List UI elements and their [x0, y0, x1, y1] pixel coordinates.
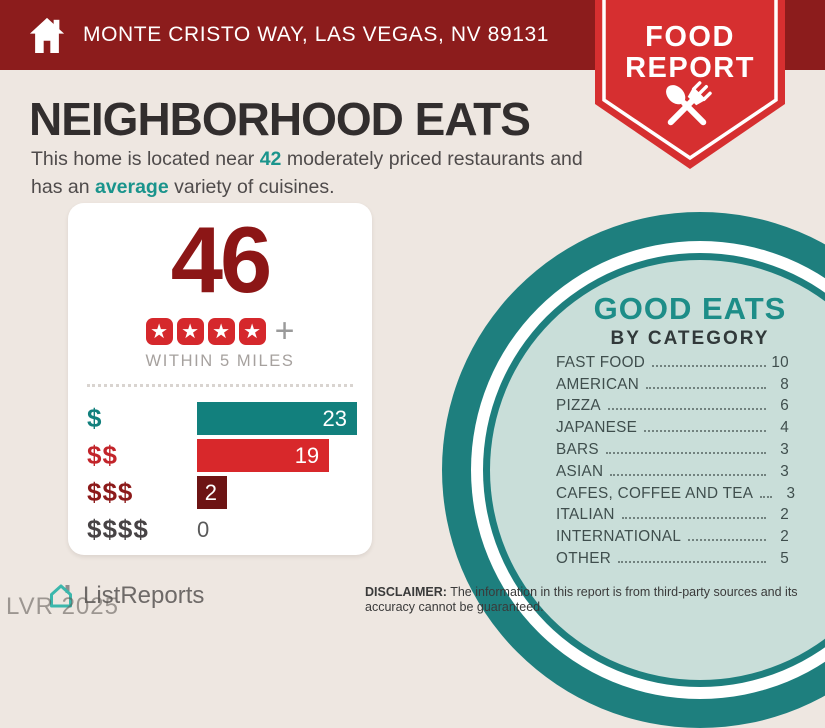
dotted-leader — [607, 408, 766, 411]
category-count: 6 — [780, 397, 789, 415]
spoon-fork-crossed-icon — [666, 81, 712, 126]
price-bar-value: 0 — [197, 516, 210, 542]
dotted-leader — [760, 495, 773, 498]
restaurant-stats-card: 46 ★ ★ ★ ★ + WITHIN 5 MILES $ 23 $$ 19 $$$ 2… — [68, 203, 372, 555]
dotted-leader — [605, 451, 766, 454]
category-count: 4 — [780, 419, 789, 437]
price-bar: 23 — [197, 402, 357, 435]
category-row: ITALIAN 2 — [556, 505, 789, 527]
category-label: ASIAN — [556, 462, 604, 480]
dotted-leader — [644, 430, 766, 433]
within-miles-label: WITHIN 5 MILES — [145, 352, 295, 370]
subtitle-text: has an — [31, 176, 95, 198]
price-tier-label: $$$ — [87, 477, 134, 507]
price-row: $$ 19 — [87, 439, 372, 472]
price-row: $$$ 2 — [87, 476, 372, 509]
page-subtitle: This home is located near 42 moderately … — [31, 145, 583, 201]
category-count: 3 — [786, 484, 796, 502]
price-bar-track: 0 — [197, 513, 372, 546]
restaurant-total-count: 46 — [170, 207, 273, 312]
star-icon: ★ — [145, 317, 173, 345]
category-count: 5 — [780, 550, 789, 568]
category-count: 2 — [780, 528, 789, 546]
category-count: 3 — [780, 441, 789, 459]
disclaimer-line2: accuracy cannot be guaranteed. — [365, 600, 544, 614]
property-address: MONTE CRISTO WAY, LAS VEGAS, NV 89131 — [83, 23, 550, 46]
category-label: ITALIAN — [556, 506, 615, 524]
badge-line2: REPORT — [625, 52, 755, 84]
category-row: INTERNATIONAL 2 — [556, 526, 789, 548]
star-icon: ★ — [207, 317, 235, 345]
dotted-leader — [646, 386, 766, 389]
lvr-watermark: LVR 2025 — [6, 593, 119, 620]
category-label: FAST FOOD — [556, 353, 646, 371]
page-title: NEIGHBORHOOD EATS — [29, 93, 531, 145]
price-tier-label: $$$$ — [87, 514, 149, 544]
category-row: BARS 3 — [556, 439, 789, 461]
dotted-leader — [688, 539, 766, 542]
category-row: JAPANESE 4 — [556, 417, 789, 439]
price-row: $$$$ 0 — [87, 513, 372, 546]
category-row: FAST FOOD 10 — [556, 352, 789, 374]
category-count: 3 — [780, 462, 789, 480]
restaurant-count-inline: 42 — [259, 148, 282, 170]
plus-icon: + — [274, 311, 295, 350]
category-list: FAST FOOD 10 AMERICAN 8 PIZZA 6 JAPANESE 4 B… — [556, 352, 795, 570]
category-label: AMERICAN — [556, 375, 640, 393]
category-label: OTHER — [556, 550, 612, 568]
dotted-leader — [610, 473, 766, 476]
badge-line1: FOOD — [645, 21, 735, 53]
category-label: INTERNATIONAL — [556, 528, 682, 546]
dotted-leader — [621, 517, 766, 520]
price-tier-label: $$ — [87, 440, 118, 470]
good-eats-title: GOOD EATS — [593, 291, 787, 326]
good-eats-panel: GOOD EATS BY CATEGORY FAST FOOD 10 AMERIC… — [490, 260, 825, 680]
category-count: 2 — [780, 506, 789, 524]
category-row: PIZZA 6 — [556, 396, 789, 418]
price-bar: 19 — [197, 439, 330, 472]
price-bar-value: 2 — [204, 479, 217, 505]
price-bar: 2 — [197, 476, 227, 509]
category-row: OTHER 5 — [556, 548, 789, 570]
category-count: 8 — [780, 375, 789, 393]
subtitle-text: This home is located near — [31, 148, 260, 170]
category-row: AMERICAN 8 — [556, 374, 789, 396]
category-label: CAFES, COFFEE AND TEA — [556, 484, 754, 502]
price-bar-chart: $ 23 $$ 19 $$$ 2 $$$$ 0 — [87, 402, 372, 546]
price-bar-value: 19 — [294, 442, 320, 468]
price-tier-label: $ — [87, 403, 103, 433]
category-label: PIZZA — [556, 397, 601, 415]
dotted-leader — [652, 364, 766, 367]
star-icon: ★ — [176, 317, 204, 345]
stars-row: ★ ★ ★ ★ + — [68, 311, 372, 350]
price-row: $ 23 — [87, 402, 372, 435]
price-bar: 0 — [197, 513, 372, 546]
category-label: JAPANESE — [556, 419, 638, 437]
category-row: CAFES, COFFEE AND TEA 3 — [556, 483, 795, 505]
listreports-logo: ListReports — [46, 581, 204, 611]
category-label: BARS — [556, 441, 599, 459]
disclaimer-line1: The information in this report is from t… — [446, 585, 798, 599]
variety-highlight: average — [94, 176, 169, 198]
category-row: ASIAN 3 — [556, 461, 789, 483]
listreports-wordmark: ListReports — [83, 582, 205, 609]
subtitle-text: variety of cuisines. — [168, 176, 335, 198]
home-icon — [29, 17, 65, 54]
food-report-badge: FOOD REPORT — [595, 0, 785, 169]
disclaimer-label: DISCLAIMER: — [365, 585, 447, 599]
price-bar-track: 2 — [197, 476, 372, 509]
dotted-divider — [87, 384, 353, 387]
subtitle-text: moderately priced restaurants and — [281, 148, 583, 170]
price-bar-value: 23 — [322, 405, 347, 431]
category-count: 10 — [771, 353, 789, 371]
price-bar-track: 23 — [197, 402, 372, 435]
price-bar-track: 19 — [197, 439, 372, 472]
disclaimer: DISCLAIMER: The information in this repo… — [365, 585, 798, 615]
star-icon: ★ — [238, 317, 266, 345]
circle-fill — [490, 260, 825, 680]
listreports-house-icon — [50, 584, 72, 608]
dotted-leader — [618, 560, 766, 563]
good-eats-subtitle: BY CATEGORY — [610, 328, 770, 349]
